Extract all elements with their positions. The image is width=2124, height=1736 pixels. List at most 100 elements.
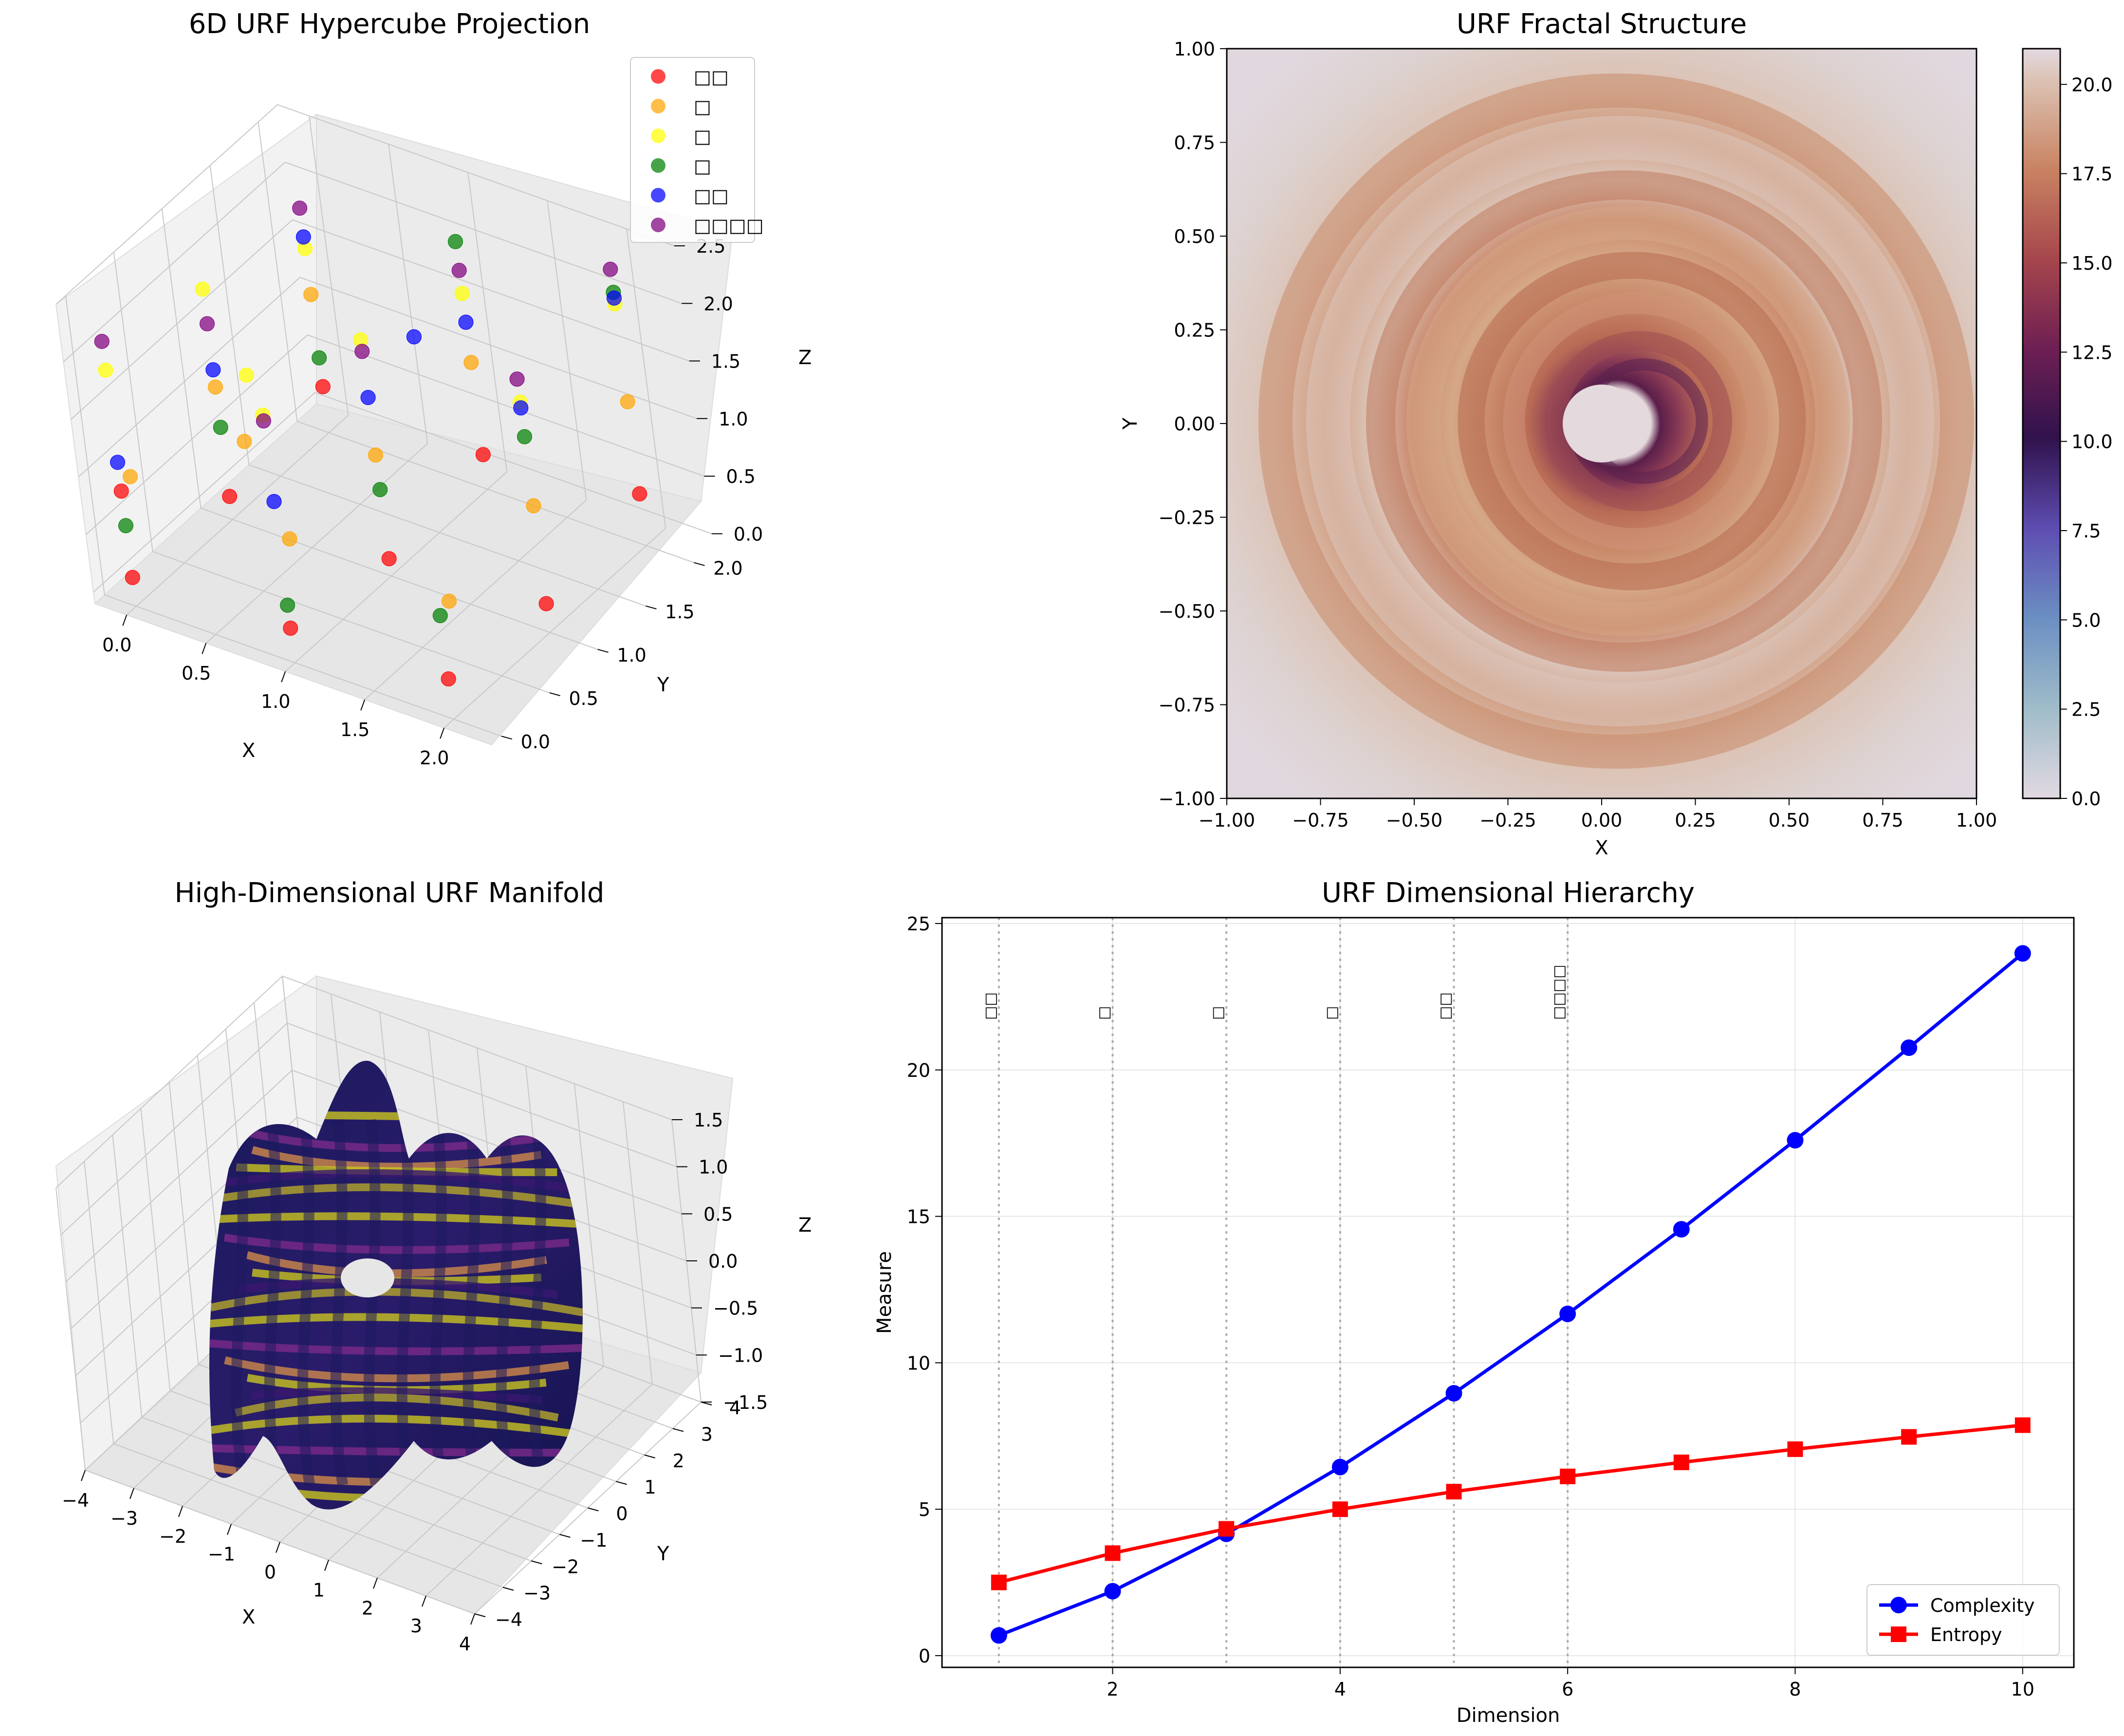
hypercube-xgrid (126, 116, 349, 615)
hypercube-point (205, 362, 221, 378)
manifold-ytick (616, 1481, 627, 1485)
hypercube-point (463, 355, 479, 370)
fractal-ring (1503, 292, 1769, 550)
manifold-hole (341, 1258, 394, 1297)
fractal-ylabel: Y (1119, 417, 1142, 430)
manifold-band (209, 1212, 583, 1229)
hypercube-point (538, 596, 554, 611)
fractal-xtick-label: 1.00 (1956, 810, 1997, 831)
manifold-band (209, 1339, 583, 1355)
hierarchy-ytick-label: 5 (919, 1499, 930, 1520)
manifold-xtick (129, 1488, 134, 1499)
manifold-xtick (227, 1524, 232, 1535)
manifold-xtick-label: −4 (62, 1490, 89, 1511)
hierarchy-xtick-label: 10 (2011, 1679, 2034, 1700)
manifold-zgrid (60, 1022, 677, 1236)
fractal-title: URF Fractal Structure (1457, 8, 1747, 40)
manifold-ytick (672, 1428, 684, 1432)
hypercube-point (118, 518, 133, 534)
manifold-ytick (531, 1560, 542, 1565)
manifold-ticks: −4−3−2−101234−4−3−2−101234−1.5−1.0−0.50.… (62, 1109, 768, 1655)
fractal-xtick-label: 0.50 (1769, 810, 1810, 831)
fractal-ytick-label: 1.00 (1174, 38, 1215, 60)
hypercube-zgrid (85, 334, 704, 535)
hierarchy-legend-label: Complexity (1930, 1595, 2035, 1616)
hypercube-point (406, 329, 422, 345)
hypercube-point (292, 201, 308, 216)
hypercube-point (303, 287, 319, 302)
hierarchy-xtick-label: 8 (1789, 1679, 1801, 1700)
hypercube-zgrid (78, 277, 697, 478)
hypercube-zlabel: Z (798, 347, 812, 369)
hierarchy-ytick-label: 20 (907, 1060, 930, 1081)
hypercube-point (110, 455, 126, 470)
hierarchy-point-entropy (1673, 1454, 1689, 1470)
manifold-xtick (470, 1613, 475, 1625)
hierarchy-dimension-lines: □□ □ □ □ □□ □□□□ (982, 918, 1569, 1667)
hypercube-ytick (597, 648, 609, 653)
hypercube-point (256, 413, 271, 429)
manifold-ytick-label: 4 (729, 1397, 741, 1419)
hierarchy-point-entropy (1105, 1545, 1121, 1561)
manifold-ripple (496, 1119, 514, 1486)
hypercube-point (603, 261, 618, 277)
hierarchy-legend-label: Entropy (1930, 1624, 2002, 1645)
hypercube-legend-marker (651, 158, 665, 173)
hypercube-point (381, 551, 397, 567)
hypercube-point (354, 344, 370, 359)
manifold-ripple (462, 1119, 480, 1486)
manifold-ripple (297, 1119, 315, 1486)
hypercube-legend-marker (651, 69, 665, 84)
hypercube-legend-label: □□ (694, 185, 729, 206)
fractal-xtick-label: −0.75 (1292, 810, 1348, 831)
manifold-ytick-label: −4 (495, 1609, 522, 1630)
hypercube-xtick (440, 727, 445, 739)
hypercube-ygrid (161, 208, 598, 650)
hypercube-zgrid (63, 162, 682, 363)
hierarchy-frame (941, 917, 2075, 1668)
hierarchy-point-entropy (1332, 1501, 1348, 1517)
fractal-ytick-label: −0.75 (1159, 695, 1215, 716)
colorbar-tick-label: 20.0 (2071, 74, 2113, 95)
hypercube-legend-marker (651, 99, 665, 113)
hierarchy-ylabel: Measure (873, 1251, 896, 1334)
hypercube-point (200, 316, 215, 332)
hypercube-point (442, 593, 457, 609)
hypercube-ygrid (258, 122, 694, 563)
hierarchy-point-complexity (1559, 1305, 1576, 1322)
manifold-title: High-Dimensional URF Manifold (175, 877, 605, 909)
hypercube-point (368, 447, 384, 463)
hierarchy-point-complexity (1901, 1039, 1918, 1056)
hypercube-xtick-label: 0.0 (102, 634, 131, 656)
hypercube-projection-panel: 6D URF Hypercube Projection 0.0 0.5 1.0 1.5… (55, 8, 812, 769)
fractal-ring (1258, 74, 1974, 769)
fractal-ytick-label: 0.00 (1174, 413, 1215, 435)
hierarchy-plot-area (942, 918, 2074, 1667)
hypercube-point (213, 420, 228, 435)
fractal-ytick-label: 0.25 (1174, 320, 1215, 341)
hypercube-legend-label: □ (694, 155, 711, 177)
manifold-xtick-label: 2 (362, 1597, 373, 1619)
fractal-ring (1306, 116, 1934, 726)
manifold-ytick-label: 0 (616, 1503, 628, 1525)
manifold-ripple (363, 1119, 381, 1486)
manifold-ztick-label: −1.0 (718, 1345, 763, 1366)
colorbar-tick-label: 15.0 (2071, 253, 2113, 274)
hypercube-point (312, 350, 327, 366)
manifold-xtick-label: −2 (159, 1526, 186, 1547)
hierarchy-point-complexity (1673, 1221, 1690, 1238)
hypercube-ztick-label: 0.5 (726, 466, 756, 487)
fractal-xtick-label: 0.25 (1675, 810, 1716, 831)
hypercube-point (122, 469, 138, 484)
hypercube-point (94, 333, 110, 349)
manifold-ztick-label: −0.5 (713, 1298, 758, 1319)
manifold-ytick-label: 3 (701, 1423, 713, 1445)
colorbar-tick-label: 10.0 (2071, 431, 2113, 453)
manifold-ytick-label: 2 (673, 1450, 684, 1472)
hierarchy-vline-label: □ (1323, 1006, 1340, 1020)
hypercube-points (94, 201, 647, 687)
hypercube-ygrid (65, 295, 502, 737)
manifold-ripple (529, 1119, 547, 1486)
fractal-ytick-label: 0.75 (1174, 132, 1215, 154)
hypercube-xtick-label: 1.5 (340, 719, 369, 740)
